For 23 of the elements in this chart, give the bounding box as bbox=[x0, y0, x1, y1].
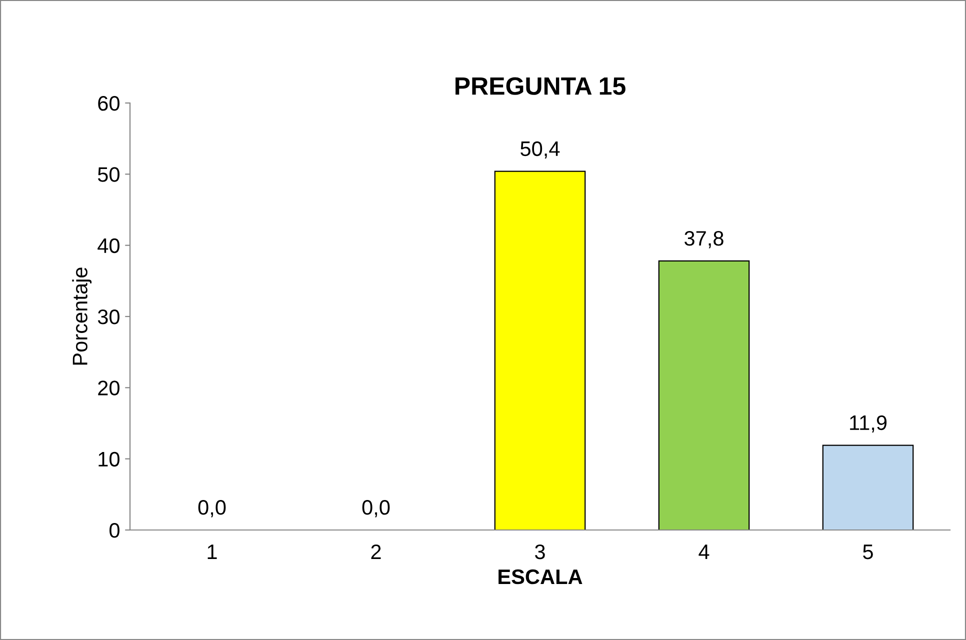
y-tick-label: 40 bbox=[98, 238, 120, 254]
x-tick-label: 3 bbox=[535, 544, 545, 560]
x-tick-label: 1 bbox=[208, 544, 217, 559]
chart-title: PREGUNTA 15 bbox=[456, 77, 626, 95]
y-axis-title: Porcentaje bbox=[72, 268, 92, 365]
data-label: 50,4 bbox=[520, 141, 560, 159]
x-tick-label: 5 bbox=[863, 544, 873, 560]
data-label: 37,8 bbox=[684, 231, 724, 248]
data-label: 0,0 bbox=[198, 500, 226, 518]
x-tick-label: 4 bbox=[698, 544, 710, 559]
x-axis-title: ESCALA bbox=[498, 569, 582, 584]
y-tick-label: 0 bbox=[110, 523, 120, 538]
data-label: 11,9 bbox=[850, 415, 887, 433]
data-label: 0,0 bbox=[362, 500, 390, 518]
y-tick-label: 10 bbox=[98, 452, 120, 467]
bar bbox=[494, 170, 586, 530]
y-tick-label: 30 bbox=[98, 310, 120, 324]
bar bbox=[822, 444, 914, 530]
x-tick-label: 2 bbox=[371, 544, 381, 559]
bar bbox=[658, 260, 750, 530]
y-tick-label: 50 bbox=[98, 167, 120, 182]
y-tick-label: 20 bbox=[98, 380, 120, 396]
y-tick-label: 60 bbox=[98, 96, 120, 111]
